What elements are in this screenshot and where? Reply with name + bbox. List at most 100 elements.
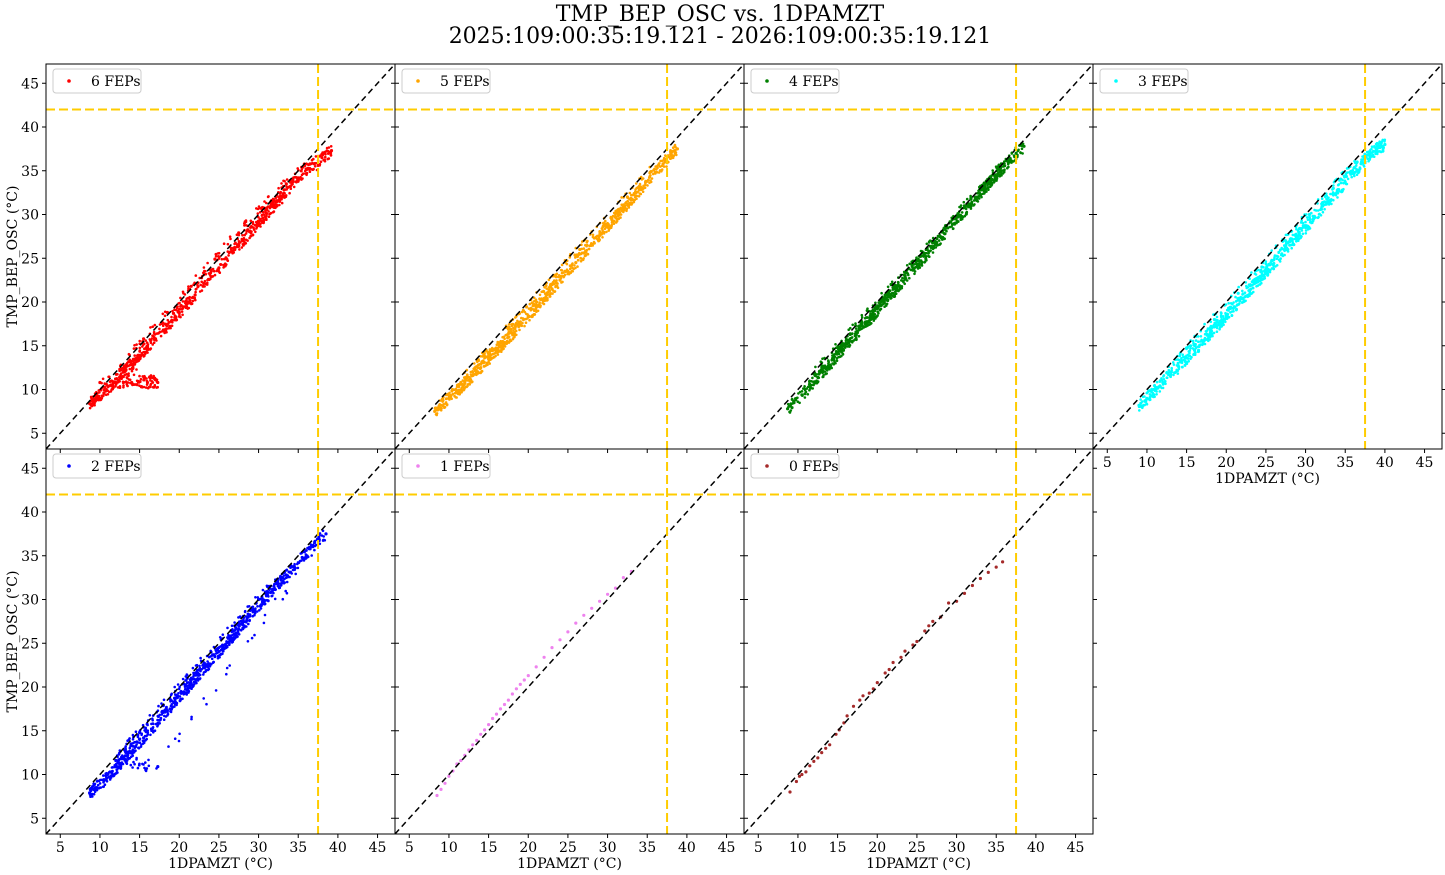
scatter-point xyxy=(1234,295,1237,299)
scatter-point xyxy=(91,795,94,798)
scatter-point xyxy=(1261,270,1264,273)
scatter-point xyxy=(506,336,510,340)
scatter-point xyxy=(435,413,439,417)
scatter-point xyxy=(125,762,129,765)
scatter-point xyxy=(1010,152,1014,155)
scatter-point xyxy=(1161,383,1165,386)
scatter-point xyxy=(897,289,900,293)
scatter-point xyxy=(267,195,270,198)
scatter-point xyxy=(571,266,574,270)
scatter-point xyxy=(116,378,120,382)
scatter-point xyxy=(149,375,153,379)
plot-area xyxy=(46,449,395,834)
scatter-point xyxy=(1167,373,1170,377)
scatter-point xyxy=(837,352,841,356)
scatter-point xyxy=(1170,369,1173,372)
scatter-point xyxy=(289,187,293,190)
scatter-point xyxy=(913,272,916,276)
scatter-point xyxy=(130,382,134,386)
scatter-point xyxy=(462,383,466,387)
legend-marker xyxy=(67,464,71,468)
scatter-point xyxy=(988,175,992,178)
scatter-point xyxy=(987,188,990,191)
scatter-point xyxy=(865,316,869,319)
scatter-point xyxy=(296,566,300,570)
scatter-point xyxy=(660,159,664,163)
scatter-point xyxy=(111,387,114,391)
scatter-point xyxy=(253,633,256,637)
scatter-point xyxy=(237,633,241,636)
scatter-point xyxy=(283,581,287,584)
scatter-point xyxy=(154,378,158,382)
scatter-point xyxy=(283,192,286,195)
scatter-series xyxy=(433,143,680,417)
scatter-point xyxy=(925,242,929,246)
x-tick-label: 35 xyxy=(638,840,656,856)
scatter-point xyxy=(1251,286,1255,290)
scatter-point xyxy=(528,318,531,322)
scatter-point xyxy=(869,322,872,326)
scatter-point xyxy=(243,610,247,614)
scatter-point xyxy=(233,245,236,249)
scatter-point xyxy=(214,689,218,692)
legend-marker xyxy=(67,79,71,83)
scatter-point xyxy=(1331,188,1334,191)
scatter-point xyxy=(1158,380,1162,383)
scatter-point xyxy=(808,379,811,383)
scatter-point xyxy=(1177,364,1180,367)
scatter-point xyxy=(136,735,140,739)
scatter-point xyxy=(1316,216,1320,220)
scatter-point xyxy=(290,572,294,575)
scatter-point xyxy=(1196,335,1200,338)
scatter-point xyxy=(1021,152,1024,155)
scatter-point xyxy=(547,288,550,292)
scatter-point xyxy=(665,165,668,168)
scatter-point xyxy=(303,550,306,554)
scatter-point xyxy=(134,749,137,752)
scatter-point xyxy=(1307,225,1310,229)
scatter-point xyxy=(209,271,212,274)
scatter-point xyxy=(485,363,489,366)
scatter-point xyxy=(185,681,189,684)
scatter-point xyxy=(603,227,607,231)
scatter-point xyxy=(308,166,312,170)
scatter-point xyxy=(157,715,160,718)
scatter-point xyxy=(847,328,850,332)
scatter-point xyxy=(122,375,125,379)
scatter-point xyxy=(620,203,624,207)
scatter-point xyxy=(550,646,554,650)
scatter-point xyxy=(145,722,149,726)
scatter-point xyxy=(271,201,275,204)
scatter-point xyxy=(1172,373,1175,377)
scatter-point xyxy=(204,272,208,276)
scatter-point xyxy=(180,310,184,313)
scatter-point xyxy=(196,285,199,289)
scatter-point xyxy=(303,164,307,168)
scatter-point xyxy=(476,360,479,364)
scatter-point xyxy=(179,315,182,319)
scatter-point xyxy=(570,263,574,267)
scatter-point xyxy=(1310,211,1313,215)
scatter-point xyxy=(1220,320,1224,324)
scatter-point xyxy=(884,294,887,297)
scatter-point xyxy=(927,250,930,253)
scatter-point xyxy=(1236,291,1240,295)
scatter-point xyxy=(235,233,239,236)
scatter-point xyxy=(103,391,106,394)
scatter-point xyxy=(831,354,834,357)
scatter-point xyxy=(286,574,290,577)
scatter-point xyxy=(198,276,201,280)
scatter-point xyxy=(522,678,526,682)
scatter-point xyxy=(251,610,255,614)
y-tick-label: 5 xyxy=(30,426,39,442)
scatter-point xyxy=(206,261,209,265)
scatter-point xyxy=(585,248,588,252)
scatter-point xyxy=(144,346,148,349)
scatter-point xyxy=(190,687,193,690)
scatter-point xyxy=(108,384,111,388)
scatter-point xyxy=(324,155,327,159)
scatter-point xyxy=(181,300,185,303)
scatter-point xyxy=(1176,372,1180,375)
scatter-point xyxy=(598,238,601,242)
